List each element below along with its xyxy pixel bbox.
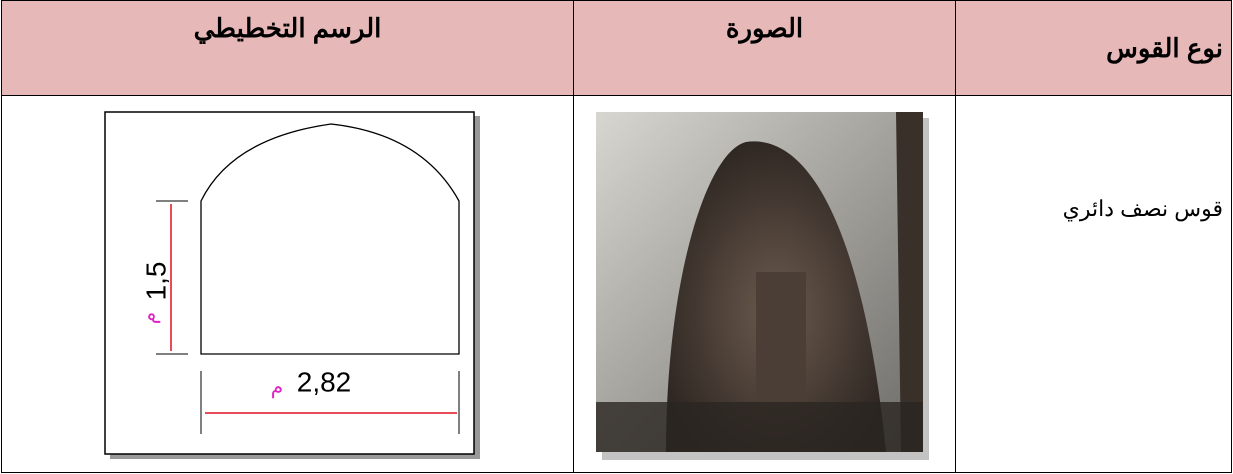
arch-outline: [200, 123, 460, 355]
body-cell: [573, 95, 956, 473]
header-text: نوع القوس: [1106, 32, 1223, 63]
frame: [104, 111, 475, 455]
unit-label: م: [138, 312, 160, 324]
arch-type: قوس نصف دائري: [1062, 196, 1223, 221]
photo: [596, 112, 929, 460]
header-text: الصورة: [725, 13, 804, 43]
diagram: 1,5 م 2,82 م: [104, 111, 480, 459]
body-cell: 1,5 م 2,82 م: [1, 95, 574, 473]
header-cell: نوع القوس: [955, 0, 1232, 96]
body-cell: قوس نصف دائري: [955, 95, 1232, 473]
height-label: 1,5: [140, 262, 171, 301]
unit-label: م: [271, 376, 283, 398]
header-cell: الصورة: [573, 0, 956, 96]
header-text: الرسم التخطيطي: [193, 13, 382, 43]
header-cell: الرسم التخطيطي: [1, 0, 574, 96]
width-label: 2,82: [297, 366, 352, 397]
